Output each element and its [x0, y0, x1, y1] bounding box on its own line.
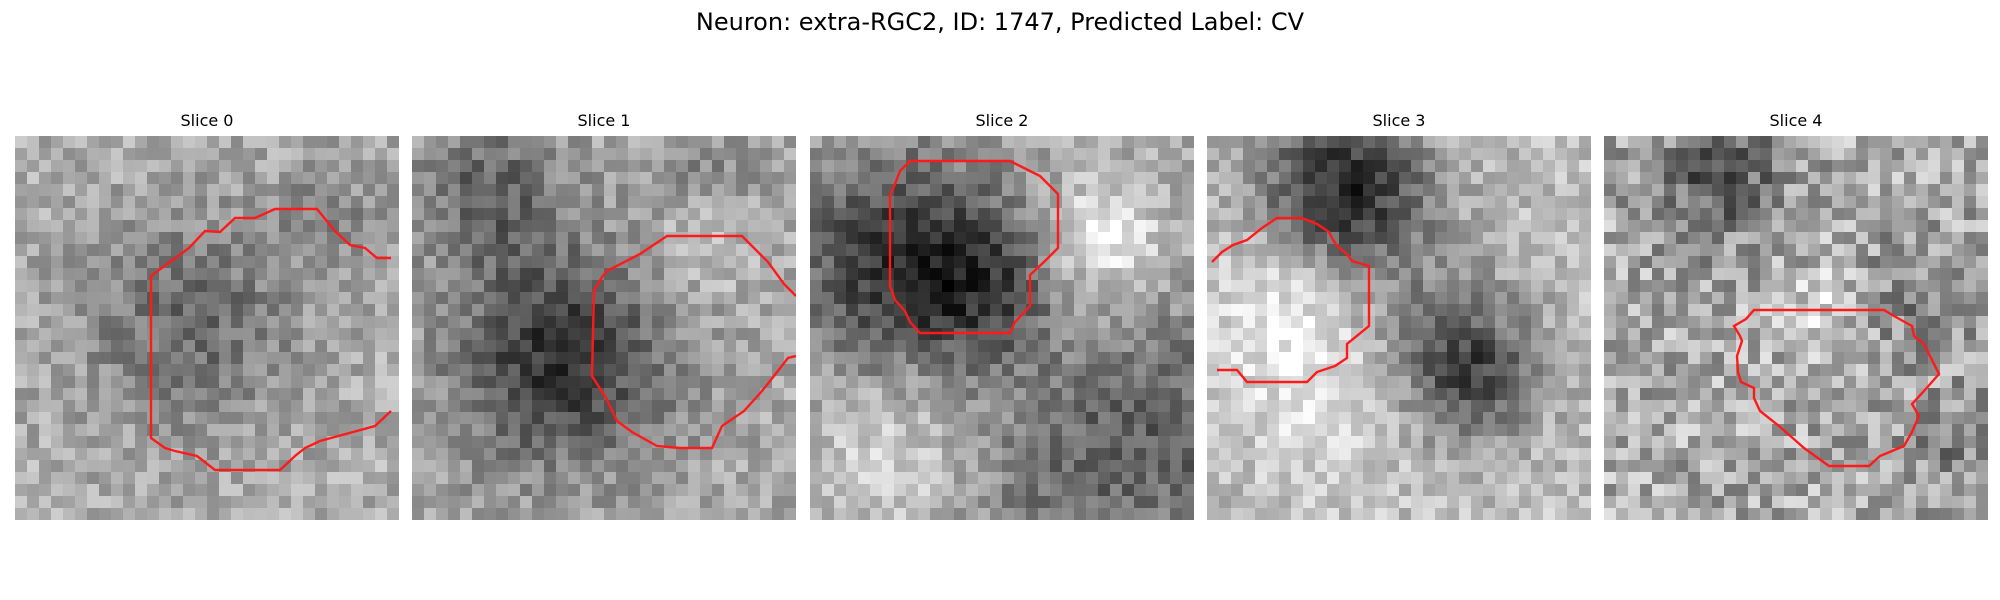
grayscale-image-0 — [15, 136, 399, 520]
slice-panel-2: Slice 2 — [810, 108, 1194, 520]
slice-panel-0: Slice 0 — [15, 108, 399, 520]
roi-contour-1 — [590, 234, 796, 450]
slice-image-3 — [1207, 136, 1591, 520]
roi-contour-0 — [149, 207, 392, 472]
roi-contour-4 — [1732, 308, 1941, 468]
slice-panel-4: Slice 4 — [1604, 108, 1988, 520]
grayscale-image-4 — [1604, 136, 1988, 520]
slice-image-1 — [412, 136, 796, 520]
slice-panel-1: Slice 1 — [412, 108, 796, 520]
grayscale-image-2 — [810, 136, 1194, 520]
slice-image-4 — [1604, 136, 1988, 520]
slice-title-3: Slice 3 — [1372, 111, 1426, 130]
slice-title-4: Slice 4 — [1769, 111, 1823, 130]
slice-title-0: Slice 0 — [180, 111, 234, 130]
slice-title-1: Slice 1 — [577, 111, 631, 130]
figure-title: Neuron: extra-RGC2, ID: 1747, Predicted … — [695, 8, 1305, 36]
slice-panel-3: Slice 3 — [1207, 108, 1591, 520]
roi-contour-3 — [1211, 216, 1371, 384]
slice-image-0 — [15, 136, 399, 520]
roi-contour-2 — [888, 159, 1060, 335]
grayscale-image-3 — [1207, 136, 1591, 520]
slice-image-2 — [810, 136, 1194, 520]
slice-title-2: Slice 2 — [975, 111, 1029, 130]
grayscale-image-1 — [412, 136, 796, 520]
